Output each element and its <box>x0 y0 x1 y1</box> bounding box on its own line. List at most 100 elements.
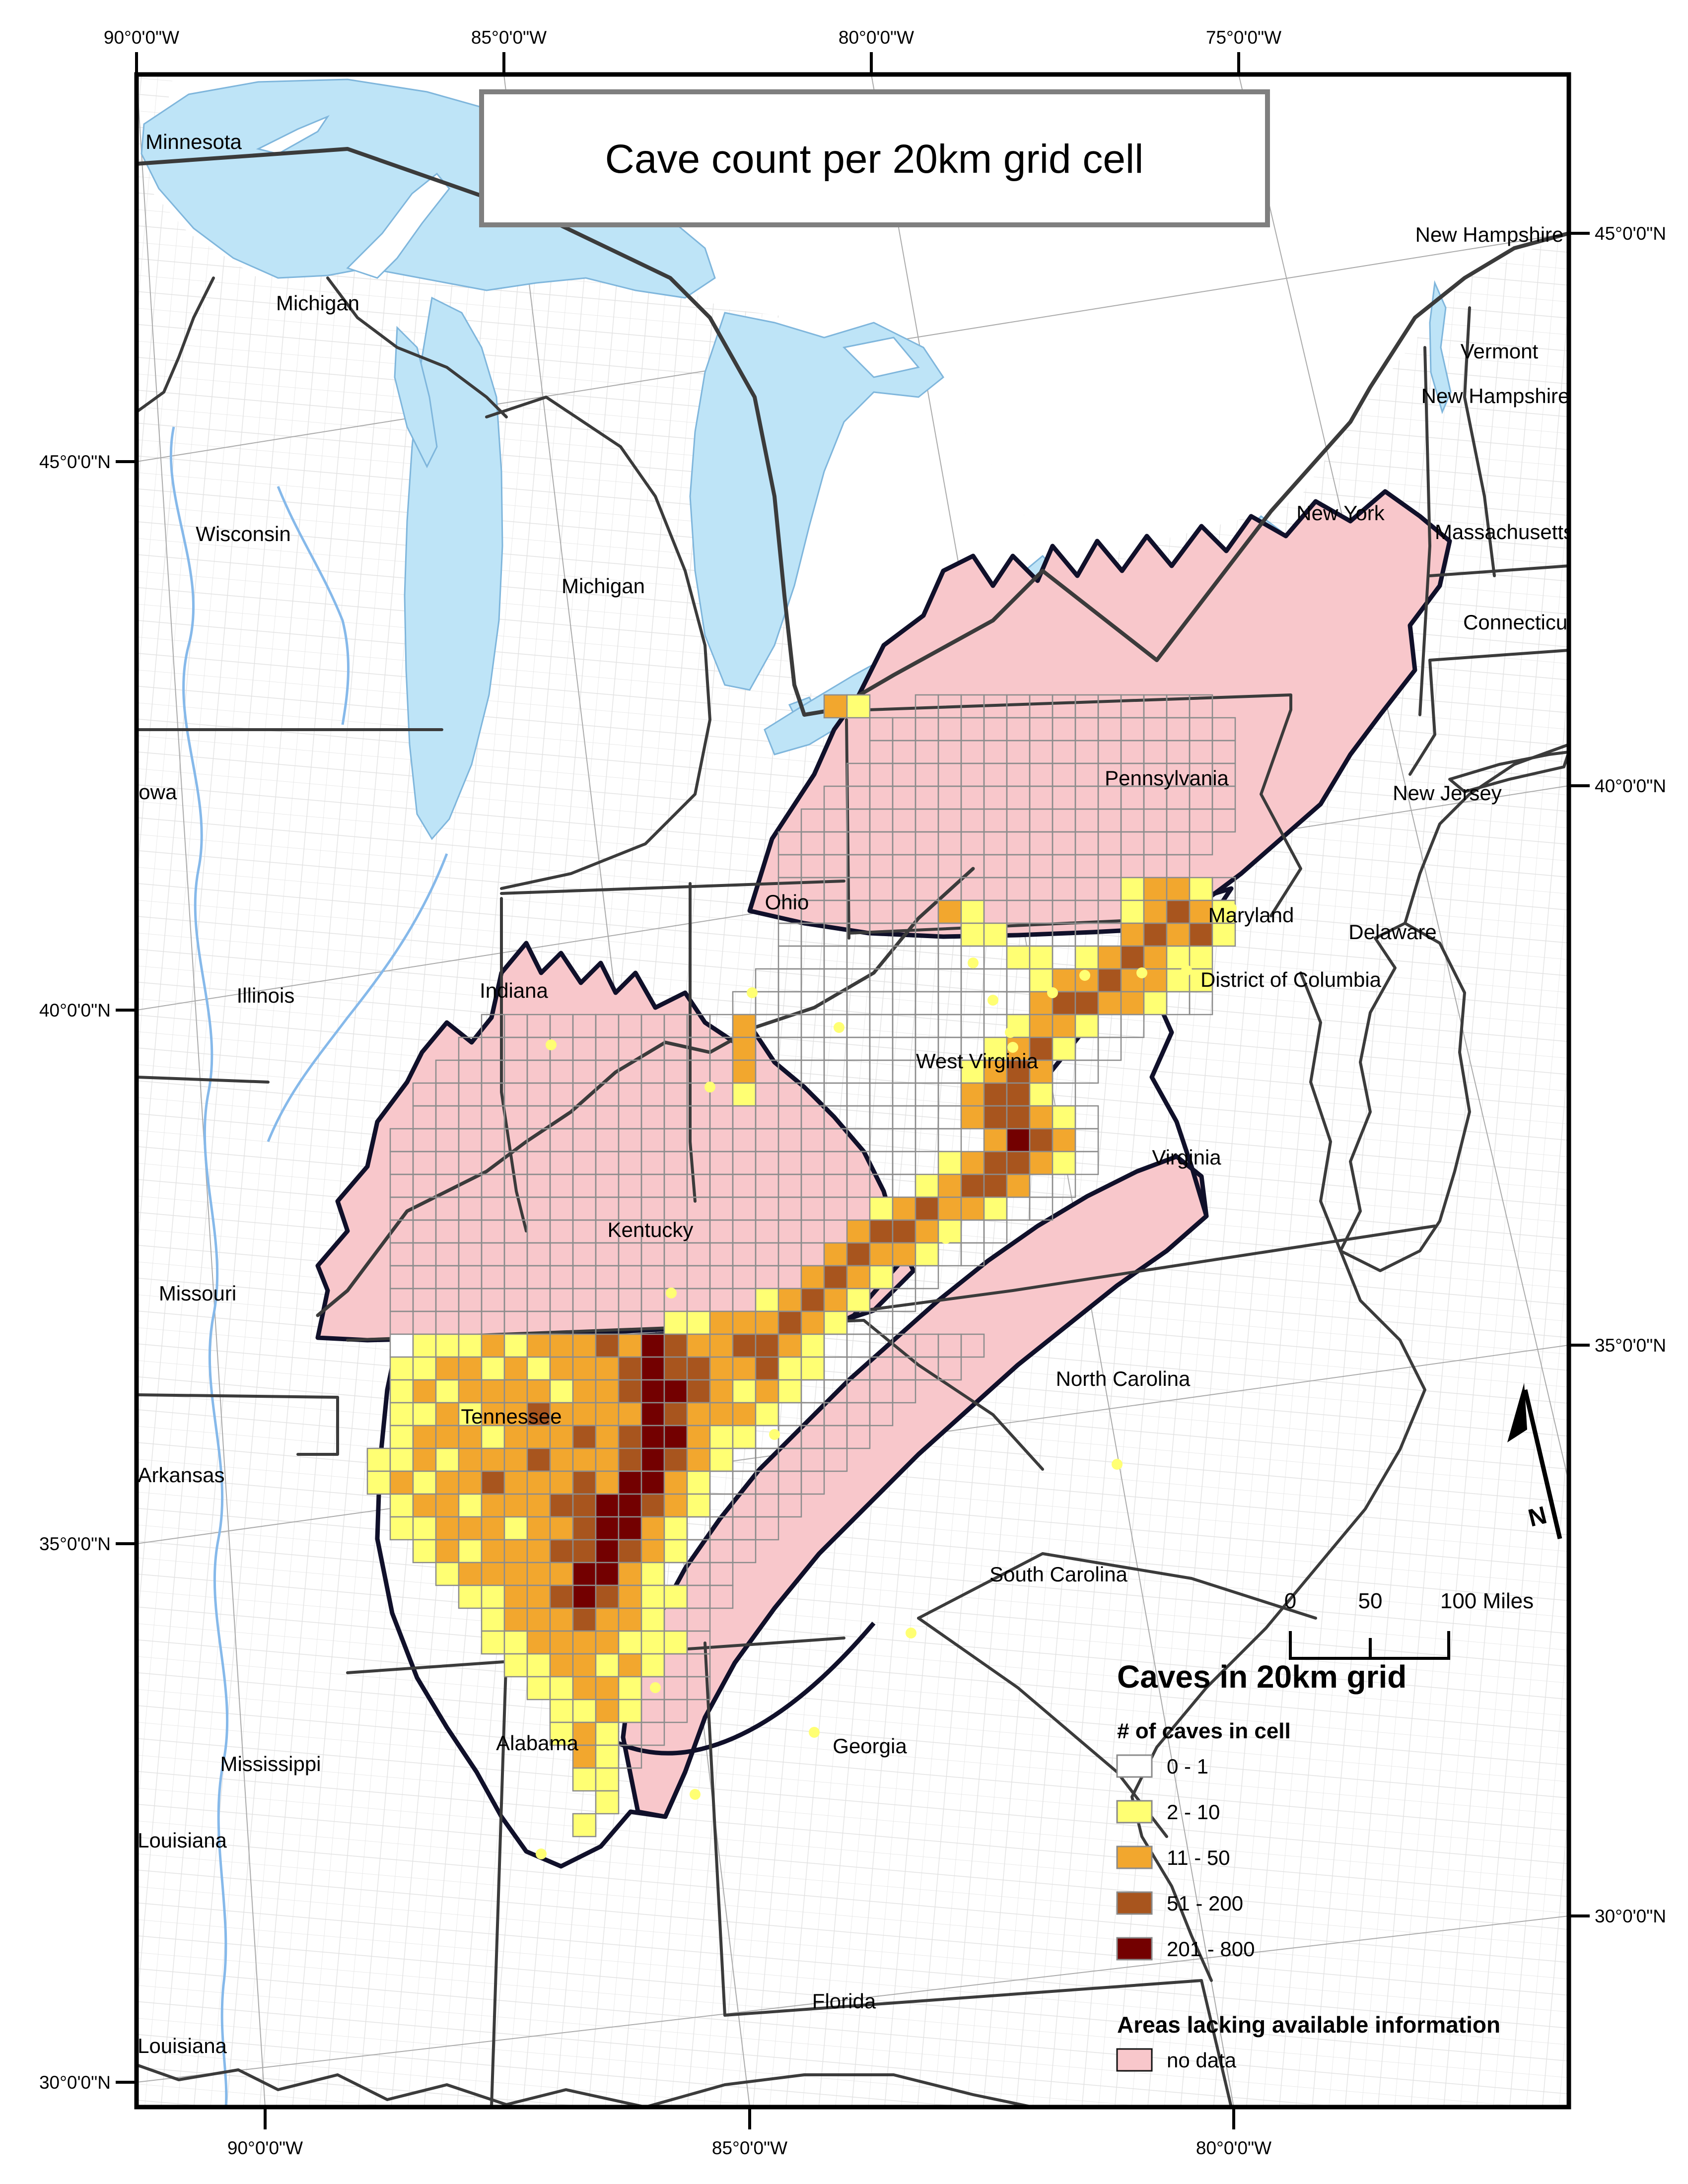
grid-cell <box>732 1082 757 1107</box>
grid-cell <box>1006 1105 1031 1130</box>
grid-cell <box>1074 991 1099 1016</box>
grid-cell <box>435 1333 460 1358</box>
grid-cell <box>983 1105 1008 1130</box>
grid-cell <box>618 1653 642 1678</box>
grid-cell <box>1143 991 1168 1016</box>
grid-cell <box>914 1219 939 1244</box>
grid-cell <box>663 1539 688 1564</box>
grid-cell <box>960 1242 985 1267</box>
grid-cell <box>526 1539 551 1564</box>
border-canada <box>137 147 1569 717</box>
grid-cell <box>526 1379 551 1404</box>
cave-dot <box>834 1022 844 1033</box>
lake-champlain <box>1429 280 1452 414</box>
grid-cell <box>755 1356 779 1381</box>
state-label: Indiana <box>480 979 548 1002</box>
grid-cell <box>572 1630 597 1655</box>
cave-dot <box>650 1682 661 1693</box>
grid-cell <box>960 1151 985 1175</box>
state-label: Georgia <box>833 1734 907 1758</box>
grid-cell <box>595 1379 620 1404</box>
grid-cell <box>595 1653 620 1678</box>
grid-cell <box>846 694 871 719</box>
grid-cell <box>732 1402 757 1427</box>
grid-cell <box>458 1562 483 1586</box>
grid-cell <box>732 1425 757 1449</box>
grid-cell <box>869 1196 894 1221</box>
manitoulin <box>842 337 920 378</box>
grid-cell <box>709 1356 734 1381</box>
grid-cell <box>800 1356 825 1381</box>
left-tick-label: 30°0'0"N <box>39 2072 111 2093</box>
grid-cell <box>1097 945 1122 970</box>
grid-cell <box>640 1630 665 1655</box>
grid-cell <box>435 1447 460 1472</box>
grid-cell <box>435 1562 460 1586</box>
state-label: West Virginia <box>916 1049 1039 1073</box>
grid-cell <box>640 1562 665 1586</box>
border-al-ga <box>703 1641 726 2017</box>
legend-class-label: 201 - 800 <box>1167 1937 1255 1961</box>
grid-cell <box>572 1402 597 1427</box>
grid-cell <box>983 1219 1008 1244</box>
grid-cell <box>458 1493 483 1518</box>
grid-cell <box>892 1196 916 1221</box>
grid-cell <box>435 1402 460 1427</box>
border-il-in <box>500 897 528 1232</box>
grid-cell <box>1006 1082 1031 1107</box>
cave-dot <box>546 1039 557 1050</box>
grid-cell <box>503 1562 528 1586</box>
grid-cell <box>937 1196 962 1221</box>
grid-cell <box>1029 968 1054 993</box>
grid-cell <box>755 1310 779 1335</box>
legend-class-swatch <box>1116 1937 1153 1961</box>
grid-cell <box>572 1425 597 1449</box>
grid-cell <box>549 1630 574 1655</box>
state-label: Louisiana <box>138 2034 227 2057</box>
grid-cell <box>1052 1014 1076 1038</box>
grid-cell <box>823 1288 848 1312</box>
grid-cell <box>572 1653 597 1678</box>
grid-cell <box>412 1470 437 1495</box>
grid-cell <box>686 1402 711 1427</box>
grid-cell <box>549 1447 574 1472</box>
state-label: Vermont <box>1461 340 1539 363</box>
border-wi-mi <box>326 276 508 418</box>
state-label: South Carolina <box>989 1563 1127 1586</box>
grid-cell <box>549 1676 574 1701</box>
grid-cell <box>618 1333 642 1358</box>
grid-cell <box>1006 945 1031 970</box>
grid-cell <box>618 1539 642 1564</box>
grid-cell <box>709 1310 734 1335</box>
grid-cell <box>526 1584 551 1609</box>
coastline-gulf <box>137 2063 1034 2107</box>
grid-cell <box>503 1470 528 1495</box>
grid-cell <box>618 1744 642 1769</box>
grid-cell <box>755 1516 779 1541</box>
cave-dot <box>704 1082 715 1092</box>
grid-cell <box>1074 1059 1099 1084</box>
cave-dot <box>769 1429 780 1440</box>
grid-cell <box>640 1379 665 1404</box>
border-pa-ny <box>867 693 1302 917</box>
grid-cell <box>800 1333 825 1358</box>
grid-cell <box>755 1288 779 1312</box>
grid-cell <box>686 1379 711 1404</box>
grid-cell <box>777 1379 802 1404</box>
grid-cell <box>412 1379 437 1404</box>
parallel-line <box>137 1915 1569 2083</box>
top-tick-label: 90°0'0"W <box>104 27 179 48</box>
grid-cell <box>618 1562 642 1586</box>
grid-cell <box>1029 945 1054 970</box>
state-label: District of Columbia <box>1200 968 1382 991</box>
grid-cell <box>503 1539 528 1564</box>
cave-dot <box>906 1628 916 1638</box>
grid-cell <box>732 1539 757 1564</box>
grid-cell <box>1029 1105 1054 1130</box>
grid-cell <box>640 1721 665 1746</box>
mississippi-river <box>169 426 229 2107</box>
scale-0: 0 <box>1284 1589 1296 1613</box>
grid-cell <box>892 1379 916 1404</box>
